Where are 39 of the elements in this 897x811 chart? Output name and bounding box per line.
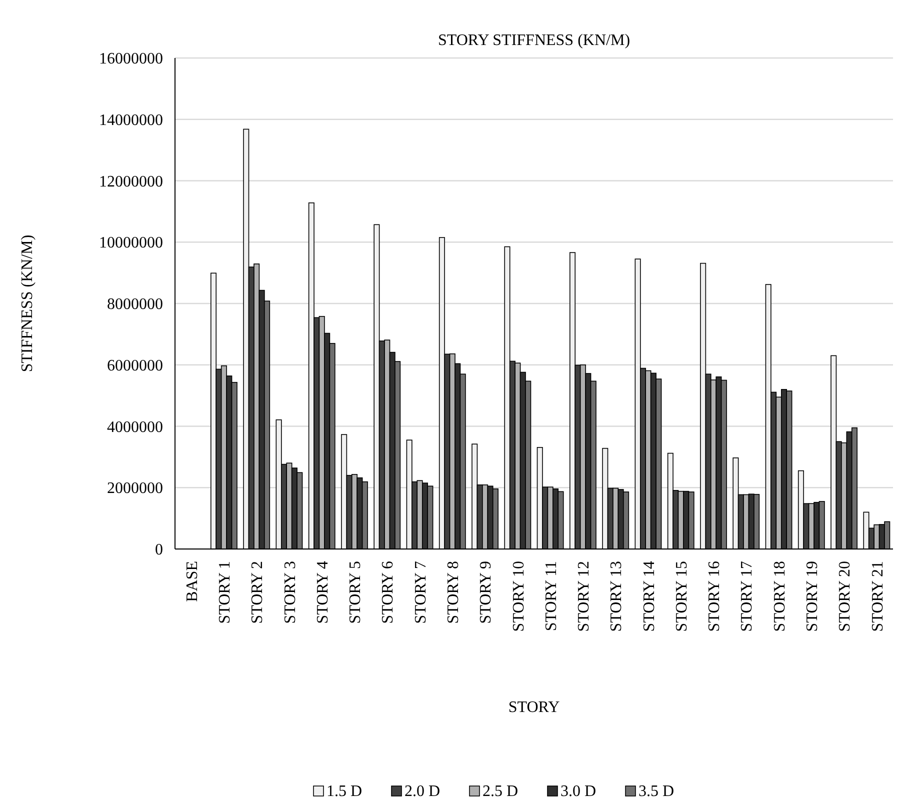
- x-tick-label: STORY 2: [249, 561, 266, 624]
- x-tick-label: STORY 14: [640, 561, 658, 632]
- y-tick-label: 2000000: [107, 480, 163, 498]
- y-tick-label: 4000000: [107, 418, 163, 436]
- chart-title: STORY STIFFNESS (KN/M): [438, 32, 630, 49]
- y-tick-label: 0: [155, 542, 163, 559]
- y-axis-title: STIFFNESS (KN/M): [19, 234, 36, 372]
- x-tick-label: STORY 9: [478, 561, 495, 624]
- x-tick-label: STORY 10: [510, 561, 528, 632]
- x-axis-title: STORY: [508, 699, 560, 716]
- x-tick-label: STORY 18: [771, 561, 788, 632]
- legend-label: 1.5 D: [326, 783, 362, 800]
- y-tick-label: 12000000: [99, 173, 163, 190]
- y-tick-label: 6000000: [107, 357, 163, 374]
- x-tick-label: STORY 16: [706, 561, 724, 632]
- x-tick-label: STORY 12: [576, 561, 593, 632]
- x-tick-label: STORY 5: [347, 561, 364, 624]
- x-tick-label: STORY 6: [380, 561, 397, 624]
- x-tick-label: STORY 13: [608, 561, 626, 632]
- legend-label: 3.5 D: [638, 783, 674, 800]
- x-tick-label: STORY 19: [804, 561, 822, 632]
- x-tick-label: STORY 1: [216, 561, 234, 624]
- x-tick-label: STORY 4: [314, 561, 332, 624]
- x-tick-label: STORY 3: [282, 561, 299, 624]
- x-tick-label: STORY 20: [836, 561, 854, 632]
- y-tick-label: 14000000: [99, 112, 163, 129]
- x-tick-label: STORY 15: [673, 561, 690, 632]
- y-tick-label: 10000000: [99, 234, 163, 252]
- y-tick-label: 16000000: [99, 50, 163, 68]
- legend-label: 3.0 D: [560, 783, 596, 800]
- y-tick-label: 8000000: [107, 296, 163, 314]
- x-tick-label: STORY 11: [542, 561, 560, 632]
- x-tick-label: STORY 7: [412, 561, 430, 624]
- x-tick-label: STORY 17: [738, 561, 756, 632]
- legend-label: 2.0 D: [404, 783, 440, 800]
- x-tick-label: STORY 21: [869, 561, 886, 632]
- legend-label: 2.5 D: [482, 783, 518, 800]
- x-tick-label: BASE: [184, 561, 201, 602]
- x-tick-label: STORY 8: [445, 561, 462, 624]
